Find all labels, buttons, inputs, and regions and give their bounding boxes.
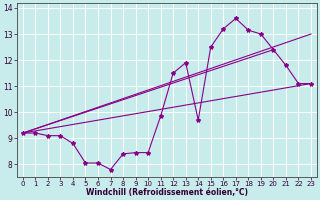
X-axis label: Windchill (Refroidissement éolien,°C): Windchill (Refroidissement éolien,°C): [86, 188, 248, 197]
